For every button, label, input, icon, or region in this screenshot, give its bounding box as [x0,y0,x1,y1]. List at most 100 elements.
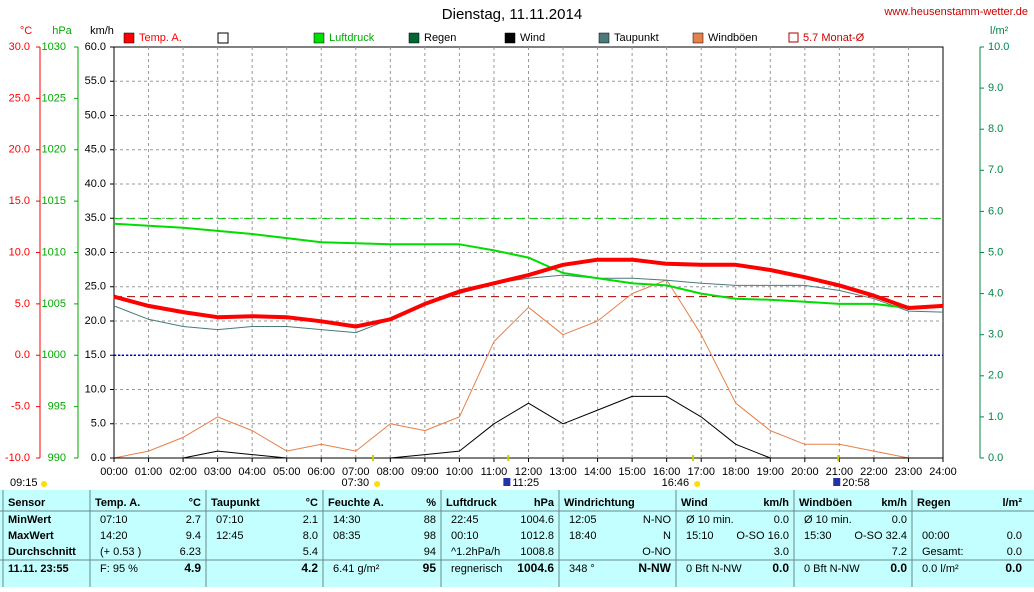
series-line [113,257,944,329]
x-tick-label: 23:00 [895,466,923,478]
table-cell: ^1.2hPa/h [451,546,500,558]
legend-empty-box [217,32,229,44]
table-cell: 4.9 [184,561,201,575]
axis-unit: °C [20,25,32,37]
y-tick-label: 5.0 [15,298,30,310]
table-cell: Taupunkt [211,497,260,509]
y-tick-label: 30.0 [9,41,30,53]
legend-label: Windböen [708,32,758,44]
table-cell: 0.0 l/m² [922,563,959,575]
table-cell: 3.0 [774,546,789,558]
table-cell: km/h [881,497,907,509]
axis-unit: km/h [90,25,114,37]
table-cell: 07:10 [216,514,244,526]
table-cell: °C [189,497,201,509]
table-cell: MaxWert [8,530,54,542]
table-cell: Windböen [799,497,852,509]
y-tick-label: -10.0 [5,452,30,464]
table-cell: 14:30 [333,514,361,526]
y-tick-label: 995 [48,401,66,413]
y-tick-label: 10.0 [85,383,106,395]
table-cell: °C [306,497,318,509]
table-cell: O-SO 32.4 [854,530,907,542]
table-cell: 15:30 [804,530,832,542]
y-tick-label: 8.0 [988,123,1003,135]
annotation: 09:15 [10,477,38,489]
table-cell: F: 95 % [100,563,138,575]
legend-label: 5.7 Monat-Ø [803,32,865,44]
table-cell: O-NO [642,546,671,558]
x-tick-label: 14:00 [584,466,612,478]
table-cell: Sensor [8,497,46,509]
legend-label: Wind [520,32,545,44]
table-cell: Durchschnitt [8,546,76,558]
table-cell: 22:45 [451,514,479,526]
table-cell: 0.0 [1007,530,1022,542]
table-cell: 5.4 [303,546,318,558]
table-cell: N-NW [638,561,671,575]
x-tick-label: 18:00 [722,466,750,478]
x-tick-label: 11:00 [481,466,508,478]
table-cell: 348 ° [569,563,595,575]
table-cell: 88 [424,514,436,526]
y-tick-label: 15.0 [9,195,30,207]
x-tick-label: 15:00 [618,466,646,478]
y-tick-label: 15.0 [85,349,106,361]
series-line [113,279,943,459]
table-cell: N-NO [643,514,672,526]
y-tick-label: 20.0 [85,315,106,327]
table-cell: 15:10 [686,530,714,542]
source: www.heusenstamm-wetter.de [883,6,1028,18]
table-cell: 0 Bft N-NW [686,563,742,575]
table-cell: 0 Bft N-NW [804,563,860,575]
annotation: 07:30 [342,477,370,489]
x-tick-label: 21:00 [826,466,854,478]
table-cell: 1004.6 [520,514,554,526]
table-cell: 07:10 [100,514,128,526]
y-tick-label: 55.0 [85,75,106,87]
y-tick-label: 1025 [42,92,66,104]
x-tick-label: 08:00 [377,466,405,478]
moon-marker [503,478,511,486]
x-tick-label: 19:00 [757,466,785,478]
table-cell: regnerisch [451,563,502,575]
y-tick-label: 25.0 [9,92,30,104]
sun-marker [41,481,47,487]
table-cell: 9.4 [186,530,201,542]
table-cell: 1008.8 [520,546,554,558]
y-tick-label: 990 [48,452,66,464]
y-tick-label: 1.0 [988,411,1003,423]
y-tick-label: 1015 [42,195,66,207]
table-cell: % [426,497,436,509]
annotation: 11:25 [512,477,539,489]
x-tick-label: 07:00 [342,466,370,478]
x-tick-label: 22:00 [860,466,888,478]
moon-marker [833,478,841,486]
y-tick-label: 5.0 [988,246,1003,258]
x-tick-label: 12:00 [515,466,543,478]
sun-marker [694,481,701,487]
table-cell: Luftdruck [446,497,498,509]
x-tick-label: 02:00 [169,466,197,478]
legend-swatch [788,32,799,43]
annotation: 16:46 [662,477,690,489]
table-cell: 00:00 [922,530,950,542]
axis-unit: l/m² [990,25,1009,37]
table-cell: Wind [681,497,708,509]
x-tick-label: 17:00 [687,466,715,478]
table-cell: 14:20 [100,530,128,542]
table-cell: (+ 0.53 ) [100,546,141,558]
y-tick-label: 30.0 [85,246,106,258]
table-cell: Regen [917,497,951,509]
table-cell: 12:05 [569,514,597,526]
y-tick-label: 1000 [42,349,66,361]
x-tick-label: 10:00 [446,466,474,478]
x-tick-label: 05:00 [273,466,301,478]
sun-marker [374,481,381,487]
table-cell: 8.0 [303,530,318,542]
table-cell: 6.23 [180,546,201,558]
legend-swatch [692,32,704,44]
y-tick-label: -5.0 [11,401,30,413]
